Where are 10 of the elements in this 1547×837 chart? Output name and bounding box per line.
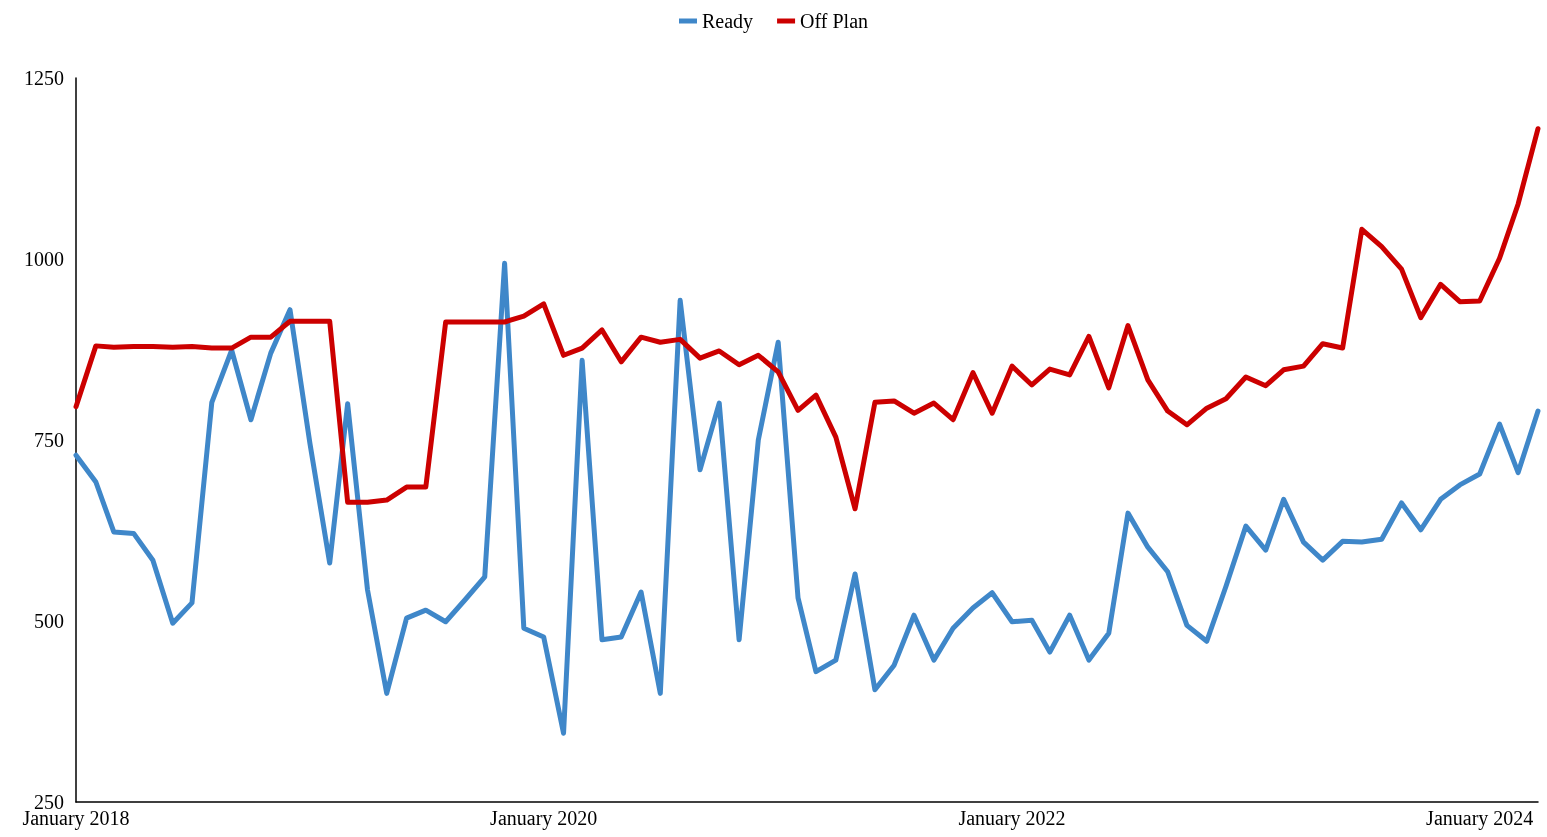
legend-label: Ready xyxy=(701,10,754,33)
x-tick-label: January 2020 xyxy=(490,807,598,830)
legend-label: Off Plan xyxy=(800,10,869,32)
x-tick-label: January 2024 xyxy=(1426,807,1534,830)
x-tick-label: January 2022 xyxy=(958,807,1066,830)
y-tick-label: 750 xyxy=(34,429,64,451)
y-tick-label: 1250 xyxy=(24,67,64,89)
y-tick-label: 250 xyxy=(34,791,64,813)
y-tick-label: 1000 xyxy=(24,248,64,270)
y-tick-label: 500 xyxy=(34,610,64,632)
